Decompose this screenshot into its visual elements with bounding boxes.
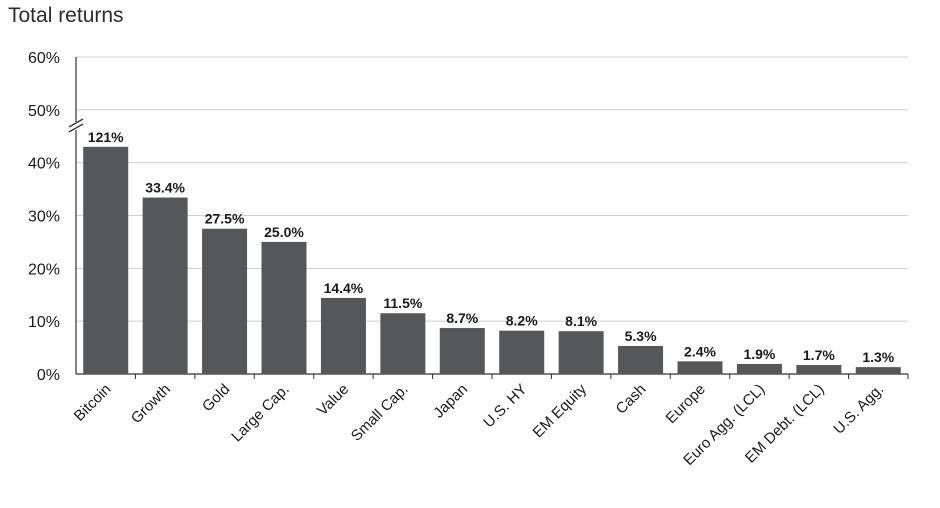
bar — [736, 363, 782, 374]
bar — [142, 197, 188, 374]
data-label: 25.0% — [264, 224, 304, 240]
data-label: 8.1% — [565, 313, 597, 329]
x-tick-label: Europe — [663, 381, 709, 427]
bar — [320, 297, 366, 374]
bar — [618, 345, 664, 374]
y-tick-label: 10% — [28, 314, 60, 331]
y-tick-label: 40% — [28, 156, 60, 173]
y-tick-label: 30% — [28, 209, 60, 226]
x-tick-label: Small Cap. — [348, 381, 412, 445]
data-label: 1.9% — [743, 346, 775, 362]
x-tick-label: U.S. Agg. — [830, 381, 887, 438]
x-tick-label: Large Cap. — [228, 381, 293, 446]
data-label: 11.5% — [383, 295, 422, 311]
data-label: 2.4% — [684, 343, 716, 359]
x-tick-label: Cash — [613, 381, 650, 418]
bar — [796, 365, 842, 374]
data-label: 8.2% — [506, 313, 538, 329]
y-tick-label: 60% — [28, 50, 60, 67]
x-tick-label: Value — [314, 381, 352, 419]
x-tick-label: EM Equity — [530, 380, 591, 441]
chart-title: Total returns — [8, 4, 124, 27]
bar — [83, 146, 129, 374]
axis-break-gap — [70, 122, 82, 130]
x-tick-label: Japan — [430, 381, 471, 422]
axis-break-mark — [68, 118, 84, 128]
bar — [380, 313, 426, 374]
x-tick-label: U.S. HY — [480, 381, 530, 431]
data-label: 121% — [88, 129, 124, 145]
y-tick-label: 50% — [28, 103, 60, 120]
bar — [558, 331, 604, 374]
data-label: 27.5% — [205, 211, 245, 227]
data-label: 1.7% — [803, 347, 835, 363]
axis-break-mark — [68, 123, 84, 133]
data-label: 1.3% — [862, 349, 894, 365]
x-tick-label: Gold — [199, 381, 233, 415]
y-tick-label: 20% — [28, 261, 60, 278]
bar — [439, 328, 485, 374]
data-label: 8.7% — [446, 310, 478, 326]
bar — [855, 367, 901, 374]
bar — [261, 241, 307, 374]
y-tick-label: 0% — [37, 367, 60, 384]
bar — [202, 228, 248, 374]
bar — [677, 361, 723, 374]
data-label: 5.3% — [625, 328, 657, 344]
x-tick-label: Growth — [128, 381, 174, 427]
bar — [499, 330, 545, 374]
data-label: 14.4% — [324, 280, 364, 296]
x-tick-label: Bitcoin — [71, 381, 115, 425]
data-label: 33.4% — [145, 180, 185, 196]
